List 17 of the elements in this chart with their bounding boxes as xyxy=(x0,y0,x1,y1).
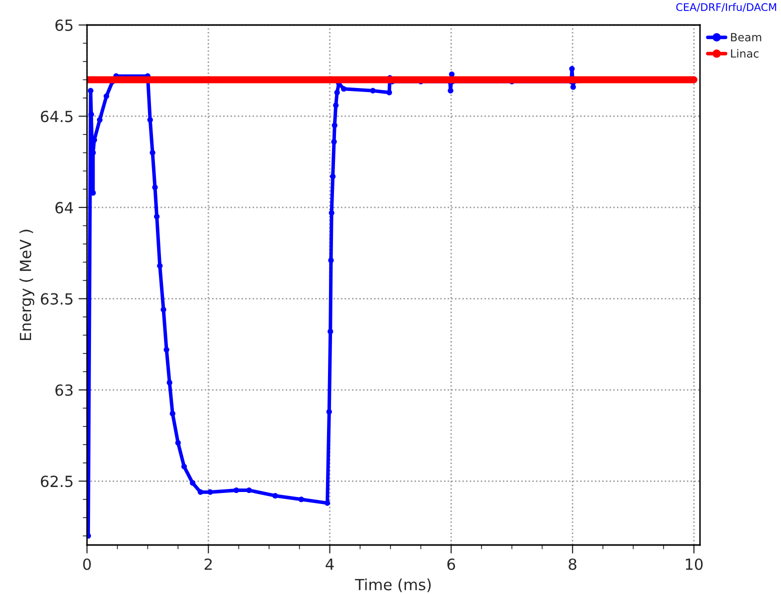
x-tick-label: 0 xyxy=(83,558,91,570)
x-tick-label: 4 xyxy=(326,558,334,570)
y-tick-label: 64.5 xyxy=(40,110,72,122)
x-tick-label: 8 xyxy=(568,558,576,570)
legend-label: Linac xyxy=(731,49,759,58)
x-tick-label: 10 xyxy=(686,558,703,570)
y-tick-label: 64 xyxy=(55,202,73,214)
y-axis-title: Energy ( MeV ) xyxy=(19,230,34,340)
x-tick-label: 2 xyxy=(204,558,212,570)
y-tick-label: 65 xyxy=(55,19,72,32)
x-tick-label: 6 xyxy=(447,558,456,570)
legend-label: Beam xyxy=(731,33,762,42)
text: CEA/DRF/Irfu/DACM xyxy=(676,2,776,12)
y-tick-label: 63.5 xyxy=(40,293,72,305)
x-axis-title: Time (ms) xyxy=(354,578,431,592)
y-tick-label: 62.5 xyxy=(40,476,72,488)
y-tick-label: 63 xyxy=(55,384,73,396)
